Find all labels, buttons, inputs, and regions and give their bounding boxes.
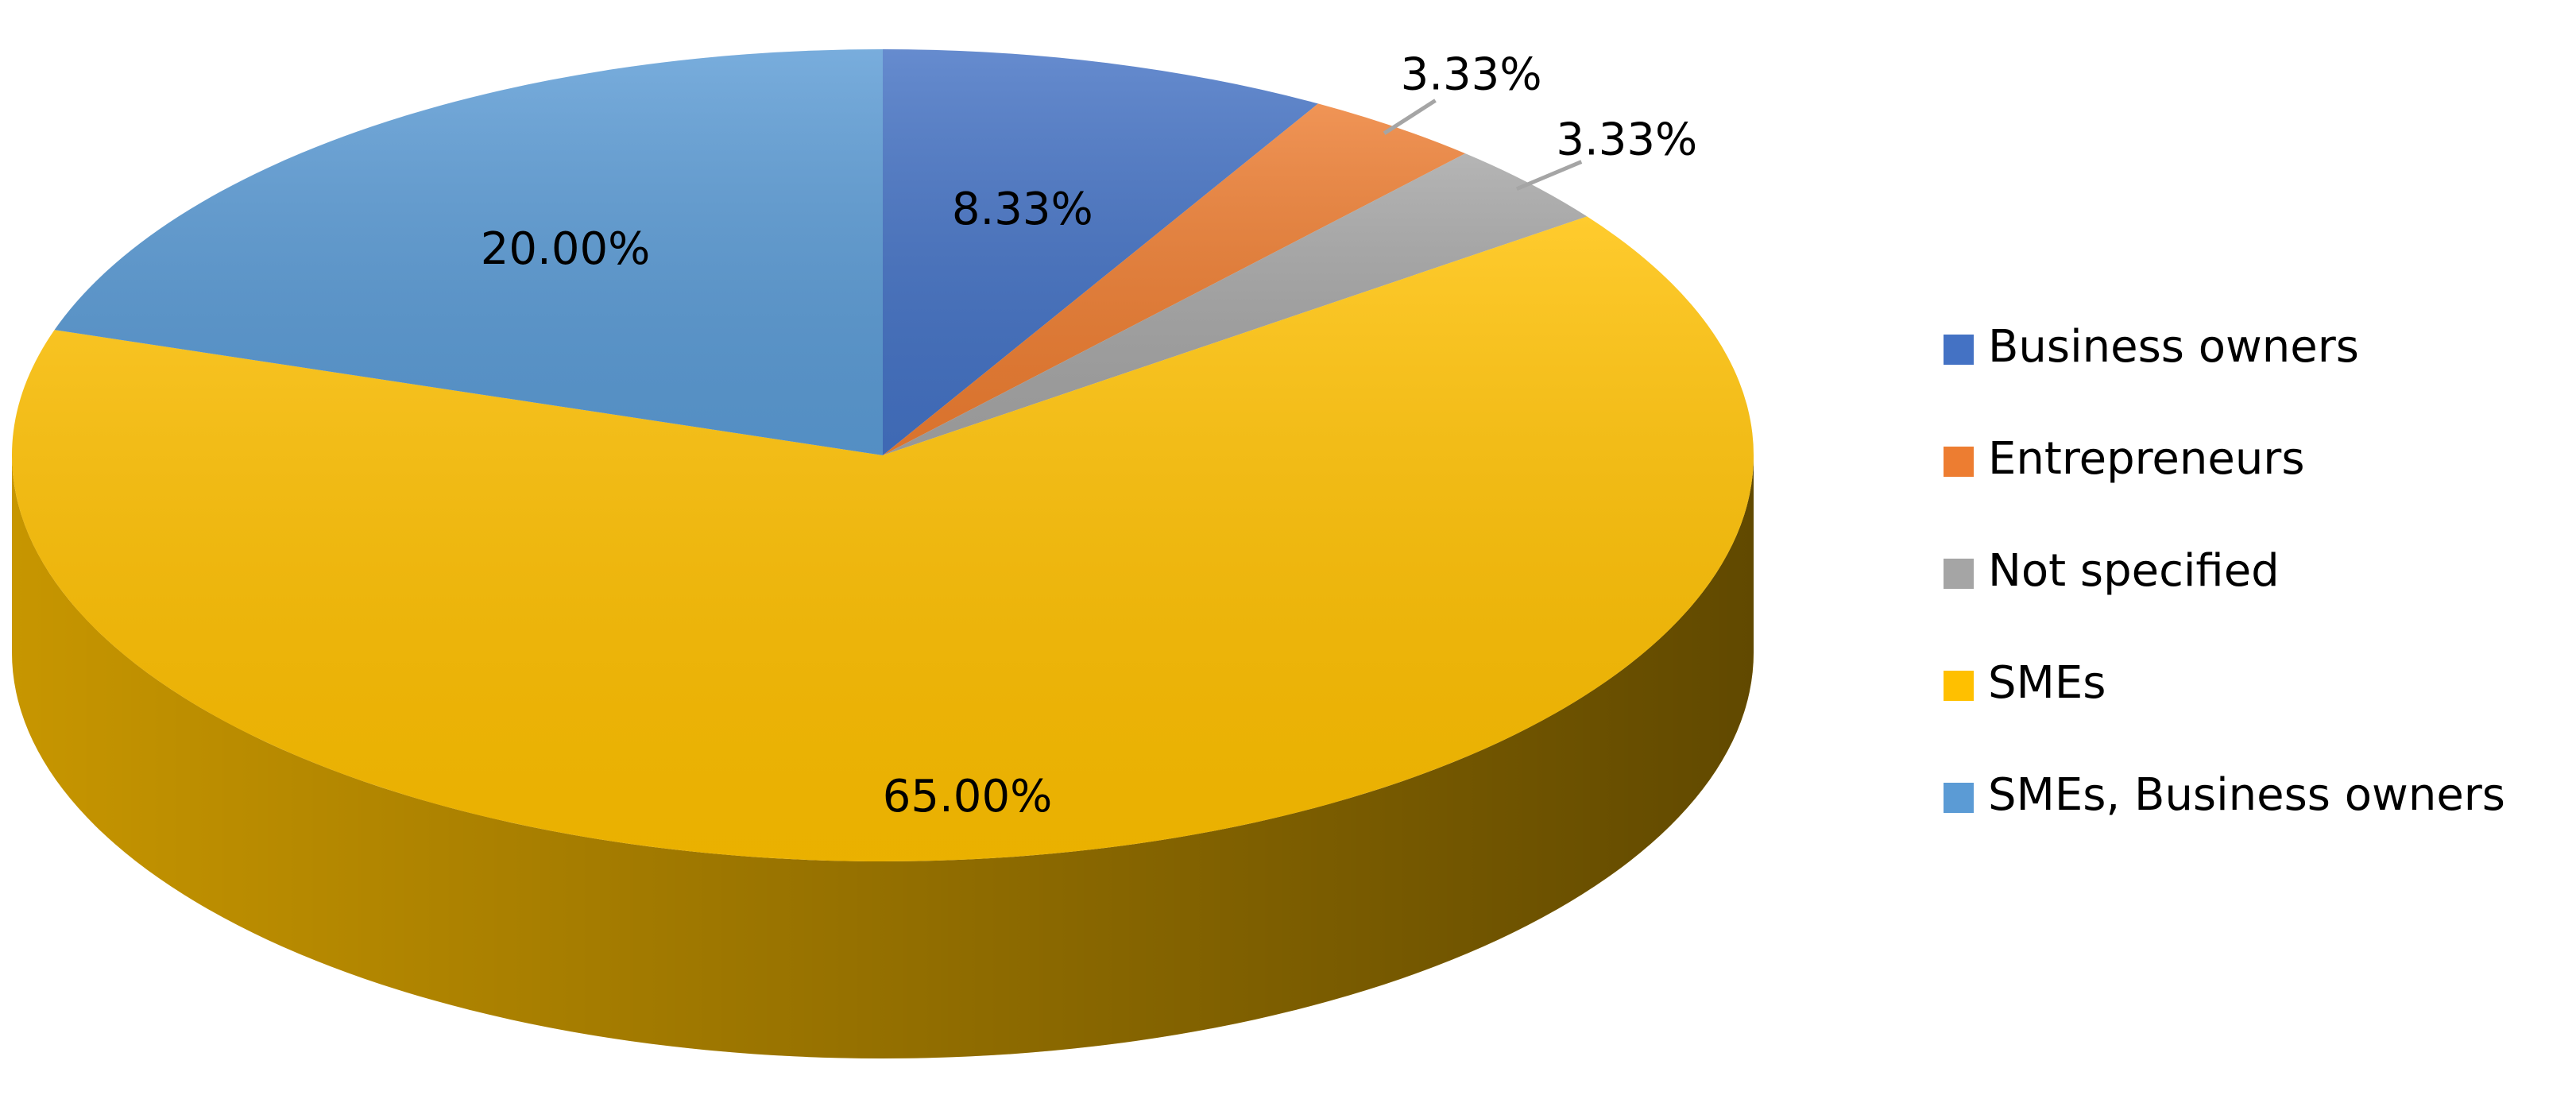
legend-label: Business owners <box>1988 321 2359 373</box>
slice-shade <box>54 49 884 455</box>
leader-line <box>1515 160 1583 192</box>
pie-tops <box>11 49 1754 861</box>
data-label: 20.00% <box>481 223 651 275</box>
slice-shade <box>883 49 1318 455</box>
legend-swatch <box>1944 783 1974 813</box>
pie-sides <box>12 455 1754 1058</box>
legend-swatch <box>1944 671 1974 701</box>
data-label: 65.00% <box>883 771 1053 822</box>
legend-label: Entrepreneurs <box>1988 433 2305 485</box>
data-label: 3.33% <box>1401 49 1542 101</box>
legend-swatch <box>1944 559 1974 589</box>
legend-label: Not specified <box>1988 545 2280 597</box>
legend: Business owners Entrepreneurs Not specifie… <box>1944 321 2505 821</box>
slice-shade <box>883 103 1466 455</box>
legend-swatch <box>1944 335 1974 365</box>
leader-line <box>1383 99 1437 135</box>
slice-side-shade <box>12 455 1754 1058</box>
data-labels: 8.33% 3.33% 3.33% 65.00% 20.00% <box>481 49 1697 822</box>
data-label: 8.33% <box>952 184 1093 235</box>
slice-shade <box>11 216 1754 861</box>
data-label: 3.33% <box>1556 114 1697 166</box>
legend-swatch <box>1944 447 1974 477</box>
legend-label: SMEs <box>1988 657 2106 709</box>
legend-label: SMEs, Business owners <box>1988 769 2505 821</box>
slice-shade <box>883 153 1588 456</box>
